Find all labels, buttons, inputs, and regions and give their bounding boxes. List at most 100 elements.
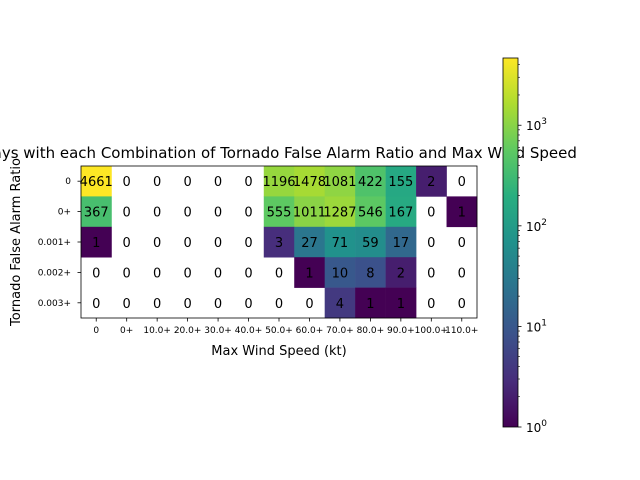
heatmap-cell <box>294 257 325 288</box>
x-tick-label: 80.0+ <box>357 326 385 336</box>
colorbar-tick-label: 102 <box>526 218 547 234</box>
colorbar-tick-label: 100 <box>526 419 547 435</box>
x-tick-label: 60.0+ <box>296 326 324 336</box>
cell-value-label: 0 <box>244 297 252 312</box>
y-tick-label: 0.001+ <box>38 238 71 248</box>
cell-value-label: 4661 <box>80 175 113 190</box>
cell-value-label: 1 <box>458 206 466 221</box>
heatmap-cell <box>385 196 417 228</box>
cell-value-label: 0 <box>123 236 131 251</box>
cell-value-label: 0 <box>214 297 222 312</box>
heatmap-cell <box>324 196 356 228</box>
cell-value-label: 1011 <box>293 206 326 221</box>
cell-value-label: 2 <box>427 175 435 190</box>
cell-value-label: 0 <box>153 297 161 312</box>
cell-value-label: 1196 <box>262 175 295 190</box>
x-tick-label: 100.0+ <box>415 326 448 336</box>
cell-value-label: 0 <box>183 236 191 251</box>
heatmap-cell <box>81 166 112 197</box>
heatmap-cell <box>81 226 112 258</box>
heatmap-cell <box>355 257 386 288</box>
x-tick-label: 20.0+ <box>174 326 202 336</box>
y-axis-ticks: 0 0+ 0.001+ 0.002+ 0.003+ <box>38 177 81 309</box>
heatmap-cell <box>355 226 386 258</box>
cell-value-label: 0 <box>244 236 252 251</box>
cell-value-label: 0 <box>458 175 466 190</box>
cell-value-label: 3 <box>275 236 283 251</box>
cell-value-label: 0 <box>123 175 131 190</box>
x-tick-label: 30.0+ <box>204 326 232 336</box>
cell-value-label: 0 <box>92 266 100 281</box>
x-tick-label: 10.0+ <box>143 326 171 336</box>
y-tick-label: 0.002+ <box>38 268 71 278</box>
heatmap-cell <box>446 196 478 228</box>
cell-value-label: 0 <box>244 175 252 190</box>
x-tick-label: 110.0+ <box>445 326 478 336</box>
cell-value-label: 0 <box>153 206 161 221</box>
colorbar-tick-label: 101 <box>526 318 547 334</box>
cell-value-label: 0 <box>183 297 191 312</box>
cell-value-label: 0 <box>183 175 191 190</box>
x-tick-label: 90.0+ <box>387 326 415 336</box>
x-tick-label: 0+ <box>120 326 133 336</box>
cell-value-label: 0 <box>214 236 222 251</box>
heatmap-cell <box>294 226 325 258</box>
cell-value-label: 4 <box>336 297 344 312</box>
chart-title: Days with each Combination of Tornado Fa… <box>0 144 577 162</box>
cell-value-label: 1478 <box>293 175 326 190</box>
cell-value-label: 0 <box>458 236 466 251</box>
cell-value-label: 0 <box>214 175 222 190</box>
cell-value-label: 0 <box>123 266 131 281</box>
cell-value-label: 71 <box>332 236 349 251</box>
cell-value-label: 0 <box>183 206 191 221</box>
heatmap-cell <box>324 257 356 288</box>
cell-value-label: 0 <box>427 206 435 221</box>
heatmap-cell <box>263 226 295 258</box>
cell-value-label: 0 <box>244 266 252 281</box>
x-tick-label: 70.0+ <box>326 326 354 336</box>
cell-value-label: 10 <box>332 266 349 281</box>
cell-value-label: 0 <box>123 297 131 312</box>
heatmap-cell <box>355 166 386 197</box>
x-tick-label: 50.0+ <box>265 326 293 336</box>
cell-value-label: 1 <box>366 297 374 312</box>
heatmap-cell <box>355 196 386 228</box>
cell-value-label: 546 <box>358 206 383 221</box>
heatmap-cell <box>263 196 295 228</box>
y-axis-label: Tornado False Alarm Ratio <box>9 158 24 327</box>
colorbar <box>502 57 519 428</box>
cell-value-label: 1 <box>92 236 100 251</box>
colorbar-ticks: 100 101 102 103 <box>518 64 547 435</box>
cell-value-label: 167 <box>388 206 413 221</box>
cell-value-label: 0 <box>92 297 100 312</box>
cell-value-label: 2 <box>397 266 405 281</box>
cell-value-label: 0 <box>153 175 161 190</box>
x-axis-label: Max Wind Speed (kt) <box>211 344 346 359</box>
heatmap-cell <box>385 166 417 197</box>
cell-value-label: 0 <box>427 266 435 281</box>
heatmap-cell <box>263 166 295 197</box>
heatmap-cell <box>385 226 417 258</box>
cell-value-label: 27 <box>301 236 318 251</box>
cell-value-label: 0 <box>275 266 283 281</box>
heatmap-cells <box>81 166 478 319</box>
cell-value-label: 155 <box>388 175 413 190</box>
heatmap-cell <box>294 196 325 228</box>
cell-value-label: 0 <box>458 297 466 312</box>
cell-value-label: 367 <box>84 206 109 221</box>
cell-value-label: 17 <box>393 236 410 251</box>
cell-value-label: 0 <box>123 206 131 221</box>
cell-value-label: 59 <box>362 236 379 251</box>
y-tick-label: 0 <box>65 177 71 187</box>
heatmap-cell <box>416 166 447 197</box>
cell-value-label: 0 <box>275 297 283 312</box>
heatmap-cell <box>385 287 417 319</box>
x-tick-label: 40.0+ <box>235 326 263 336</box>
cell-value-label: 0 <box>214 206 222 221</box>
x-tick-label: 0 <box>93 326 99 336</box>
cell-value-label: 1081 <box>323 175 356 190</box>
heatmap-cell <box>81 196 112 228</box>
heatmap-cell <box>324 287 356 319</box>
colorbar-tick-label: 103 <box>526 117 547 133</box>
